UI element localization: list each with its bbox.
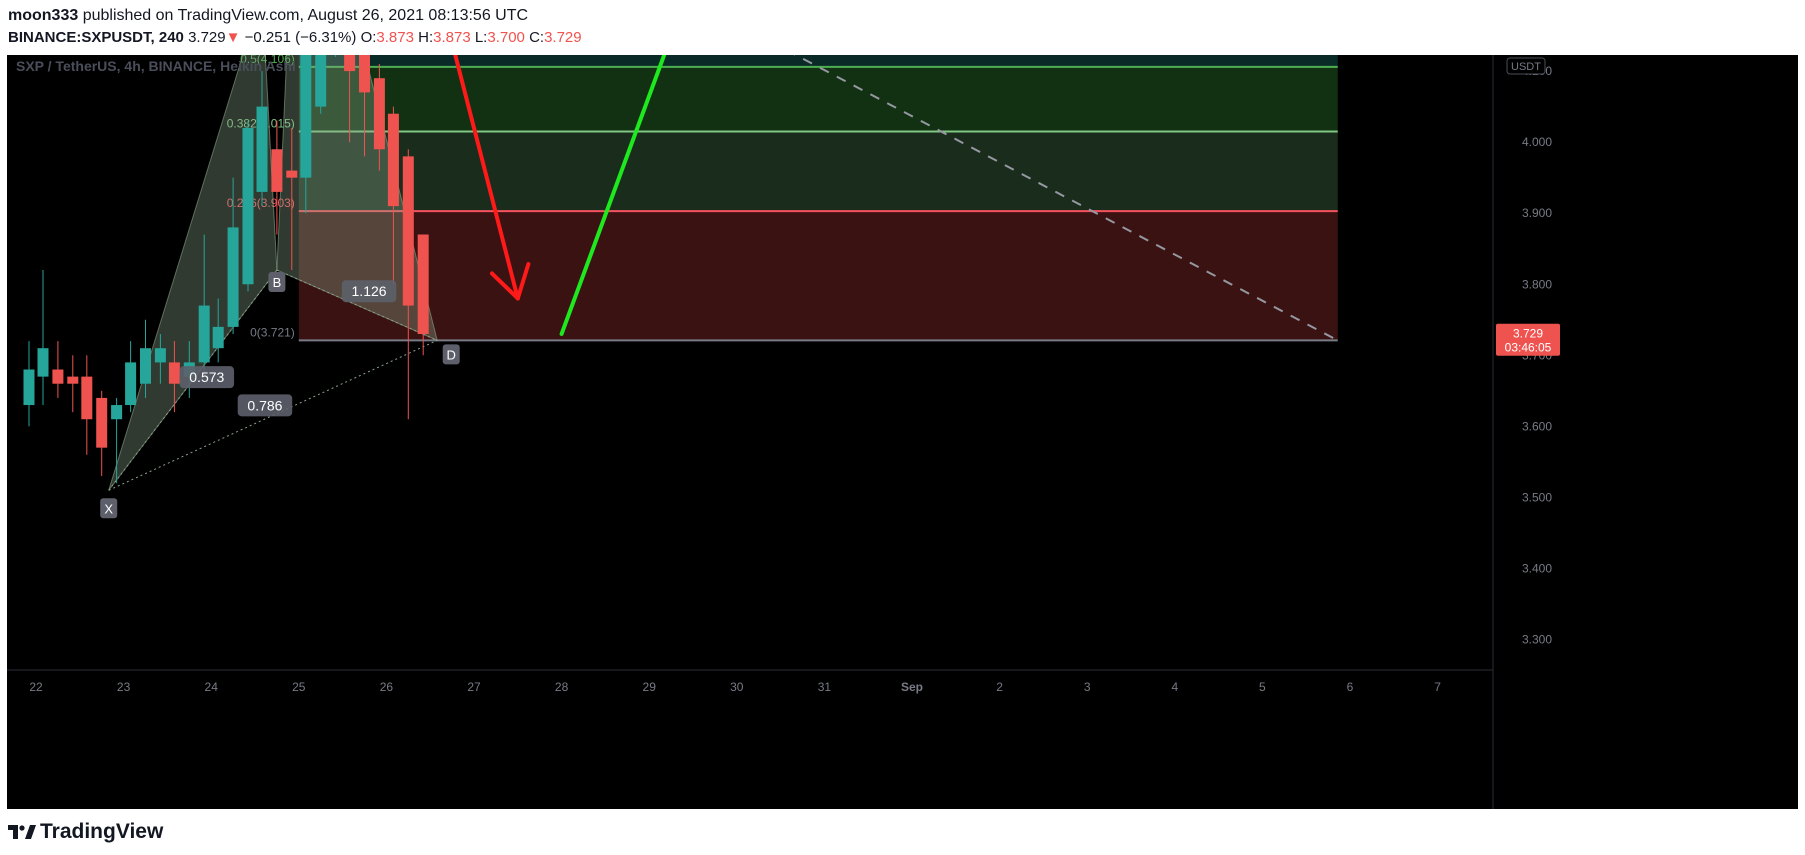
x-tick-23: 23 [117, 680, 131, 694]
current-price-value: 3.729 [1513, 327, 1543, 341]
price-change: −0.251 (−6.31%) [244, 29, 357, 46]
candle-body-19 [300, 49, 312, 178]
chart-panel[interactable]: 1(4.491)0.786(4.326)0.618(4.197)0.5(4.10… [7, 0, 1798, 809]
price-chart[interactable]: 1(4.491)0.786(4.326)0.618(4.197)0.5(4.10… [7, 0, 1798, 809]
fib-label-0: 0(3.721) [250, 325, 295, 339]
tradingview-logo-icon [8, 825, 36, 839]
x-tick-26: 26 [380, 680, 394, 694]
candle-body-13 [212, 326, 224, 349]
candle-body-7 [125, 362, 137, 406]
published-text: published on TradingView.com, August 26,… [82, 7, 529, 24]
pattern-point-X-box [100, 498, 118, 519]
x-tick-24: 24 [205, 680, 219, 694]
x-tick-27: 27 [467, 680, 481, 694]
candle-body-20 [315, 0, 327, 107]
close-value: 3.729 [544, 29, 582, 46]
candle-body-3 [67, 376, 79, 384]
pattern-xb-line [108, 269, 278, 491]
candle-body-5 [96, 397, 108, 448]
y-tick-4.000: 4.000 [1522, 135, 1552, 149]
x-tick-3: 3 [1084, 680, 1091, 694]
x-tick-30: 30 [730, 680, 744, 694]
x-tick-6: 6 [1347, 680, 1354, 694]
ratio-box-0 [179, 366, 235, 389]
symbol-name: BINANCE:SXPUSDT, 240 [8, 29, 184, 46]
down-arrow-icon: ▼ [225, 29, 241, 46]
candle-body-26 [402, 156, 414, 306]
candle-body-8 [140, 348, 151, 384]
y-tick-3.600: 3.600 [1522, 419, 1552, 433]
close-label: C: [529, 29, 545, 46]
publish-line: moon333 published on TradingView.com, Au… [8, 7, 528, 25]
y-tick-3.500: 3.500 [1522, 490, 1552, 504]
ratio-label-0: 0.573 [189, 369, 224, 385]
candle-body-24 [373, 78, 385, 150]
candle-body-14 [227, 227, 239, 327]
low-label: L: [474, 29, 488, 46]
candle-body-22 [344, 28, 356, 72]
last-price: 3.729 [188, 29, 226, 46]
y-tick-3.300: 3.300 [1522, 633, 1552, 647]
pattern-point-B: B [273, 275, 282, 290]
y-tick-3.900: 3.900 [1522, 206, 1552, 220]
down-arrow-icon [489, 262, 531, 301]
pattern-point-D: D [447, 347, 456, 362]
x-tick-25: 25 [292, 680, 306, 694]
chart-watermark: SXP / TetherUS, 4h, BINANCE, Heikin Ashi [16, 58, 296, 74]
ratio-box-3 [237, 394, 293, 417]
candle-body-15 [242, 127, 254, 285]
pattern-point-D-box [442, 344, 460, 365]
ratio-label-2: 1.126 [352, 283, 387, 299]
dashed-trendline [689, 0, 1339, 342]
y-tick-3.400: 3.400 [1522, 561, 1552, 575]
candle-body-0 [23, 369, 35, 406]
up-arrow-shaft [559, 0, 687, 336]
x-tick-7: 7 [1434, 680, 1441, 694]
current-price-box [1496, 323, 1560, 356]
candle-body-6 [111, 405, 123, 420]
candle-body-18 [286, 170, 298, 178]
fib-zone-0.5 [298, 66, 1338, 132]
x-tick-29: 29 [643, 680, 657, 694]
candle-body-16 [256, 106, 268, 192]
pattern-point-B-box [268, 272, 286, 293]
candle-body-10 [168, 362, 180, 384]
symbol-line: BINANCE:SXPUSDT, 240 3.729▼ −0.251 (−6.3… [8, 29, 582, 46]
candle-body-4 [81, 376, 93, 420]
pattern-point-X: X [104, 501, 113, 516]
x-tick-31: 31 [818, 680, 832, 694]
candle-body-9 [154, 348, 166, 363]
fib-zone-0.236 [298, 211, 1338, 341]
candle-body-25 [387, 113, 399, 207]
x-tick-5: 5 [1259, 680, 1266, 694]
candle-body-27 [417, 234, 429, 334]
candle-body-1 [37, 348, 49, 377]
x-tick-Sep: Sep [901, 680, 923, 694]
fib-label-0.5: 0.5(4.106) [240, 55, 295, 66]
ratio-box-2 [341, 280, 397, 303]
bar-countdown: 03:46:05 [1505, 341, 1552, 355]
author-name[interactable]: moon333 [8, 7, 79, 24]
high-label: H: [418, 29, 434, 46]
low-value: 3.700 [487, 29, 525, 46]
x-tick-28: 28 [555, 680, 569, 694]
fib-zone-0.382 [298, 131, 1338, 212]
x-tick-2: 2 [996, 680, 1003, 694]
x-tick-22: 22 [29, 680, 43, 694]
candle-body-2 [52, 369, 64, 384]
currency-badge: USDT [1511, 61, 1541, 73]
currency-badge-box [1506, 57, 1546, 75]
x-tick-4: 4 [1171, 680, 1178, 694]
y-tick-3.800: 3.800 [1522, 277, 1552, 291]
open-value: 3.873 [376, 29, 414, 46]
tradingview-brand: TradingView [40, 820, 164, 843]
pattern-bd-line [276, 269, 438, 341]
tradingview-logo[interactable]: TradingView [8, 820, 163, 844]
candle-body-23 [359, 42, 370, 93]
candle-body-17 [271, 149, 283, 192]
high-value: 3.873 [433, 29, 471, 46]
candle-body-12 [198, 305, 210, 363]
open-label: O: [360, 29, 377, 46]
ratio-label-3: 0.786 [247, 397, 282, 413]
